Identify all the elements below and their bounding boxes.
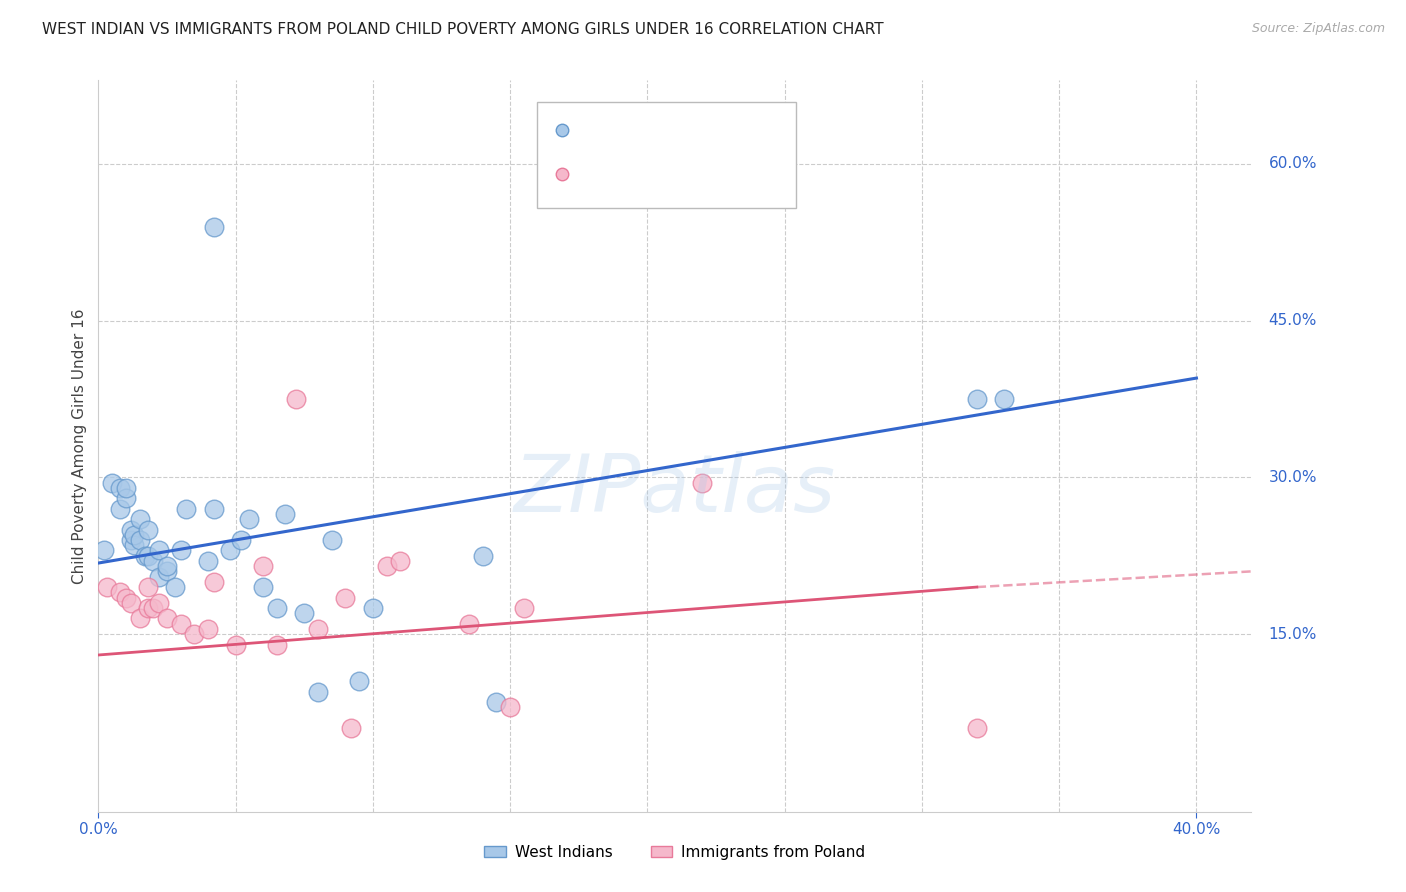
Point	[219, 543, 242, 558]
Point	[136, 523, 159, 537]
Point	[285, 392, 308, 406]
Point	[122, 538, 145, 552]
Point	[156, 611, 179, 625]
Text: 30.0%: 30.0%	[1268, 470, 1317, 485]
Point	[115, 591, 138, 605]
Point	[471, 549, 494, 563]
Point	[225, 638, 247, 652]
Point	[266, 638, 288, 652]
Point	[128, 533, 150, 547]
Point	[966, 392, 988, 406]
Point	[142, 554, 165, 568]
Point	[197, 554, 219, 568]
Point	[128, 611, 150, 625]
Point	[134, 549, 156, 563]
Point	[110, 481, 132, 495]
Point	[128, 512, 150, 526]
Text: 60.0%: 60.0%	[1268, 156, 1317, 171]
Legend: West Indians, Immigrants from Poland: West Indians, Immigrants from Poland	[478, 839, 872, 866]
Point	[499, 700, 522, 714]
Point	[692, 475, 714, 490]
Point	[142, 601, 165, 615]
Point	[238, 512, 260, 526]
Point	[183, 627, 205, 641]
Point	[110, 501, 132, 516]
Point	[347, 674, 370, 689]
Point	[122, 528, 145, 542]
Point	[202, 501, 225, 516]
Point	[321, 533, 343, 547]
Point	[485, 695, 508, 709]
Point	[966, 721, 988, 735]
Point	[375, 559, 398, 574]
Point	[120, 523, 142, 537]
Point	[458, 616, 481, 631]
Point	[252, 580, 274, 594]
Point	[202, 574, 225, 589]
Y-axis label: Child Poverty Among Girls Under 16: Child Poverty Among Girls Under 16	[72, 309, 87, 583]
Point	[136, 549, 159, 563]
Point	[307, 622, 329, 636]
FancyBboxPatch shape	[537, 103, 796, 209]
Point	[156, 559, 179, 574]
Point	[170, 616, 193, 631]
Point	[120, 533, 142, 547]
Text: R = 0.337: R = 0.337	[585, 122, 662, 137]
Point	[96, 580, 118, 594]
Point	[174, 501, 197, 516]
Point	[202, 219, 225, 234]
Text: ZIPatlas: ZIPatlas	[513, 450, 837, 529]
Point	[148, 543, 170, 558]
Point	[136, 601, 159, 615]
Point	[274, 507, 297, 521]
Text: 15.0%: 15.0%	[1268, 626, 1317, 641]
Point	[170, 543, 193, 558]
Point	[231, 533, 253, 547]
Point	[389, 554, 412, 568]
Point	[93, 543, 115, 558]
Point	[148, 569, 170, 583]
Point	[513, 601, 536, 615]
Point	[148, 596, 170, 610]
Point	[115, 481, 138, 495]
Point	[110, 585, 132, 599]
Point	[120, 596, 142, 610]
Point	[165, 580, 187, 594]
Point	[361, 601, 384, 615]
Text: N = 28: N = 28	[686, 167, 740, 181]
Point	[340, 721, 363, 735]
Point	[156, 565, 179, 579]
Point	[266, 601, 288, 615]
Text: 45.0%: 45.0%	[1268, 313, 1317, 328]
Point	[136, 580, 159, 594]
Text: WEST INDIAN VS IMMIGRANTS FROM POLAND CHILD POVERTY AMONG GIRLS UNDER 16 CORRELA: WEST INDIAN VS IMMIGRANTS FROM POLAND CH…	[42, 22, 884, 37]
Point	[115, 491, 138, 506]
Point	[993, 392, 1015, 406]
Point	[335, 591, 357, 605]
Point	[197, 622, 219, 636]
Point	[101, 475, 124, 490]
Text: Source: ZipAtlas.com: Source: ZipAtlas.com	[1251, 22, 1385, 36]
Text: N = 39: N = 39	[686, 122, 740, 137]
Point	[292, 606, 315, 620]
Point	[252, 559, 274, 574]
Point	[307, 684, 329, 698]
Text: R = 0.190: R = 0.190	[585, 167, 662, 181]
